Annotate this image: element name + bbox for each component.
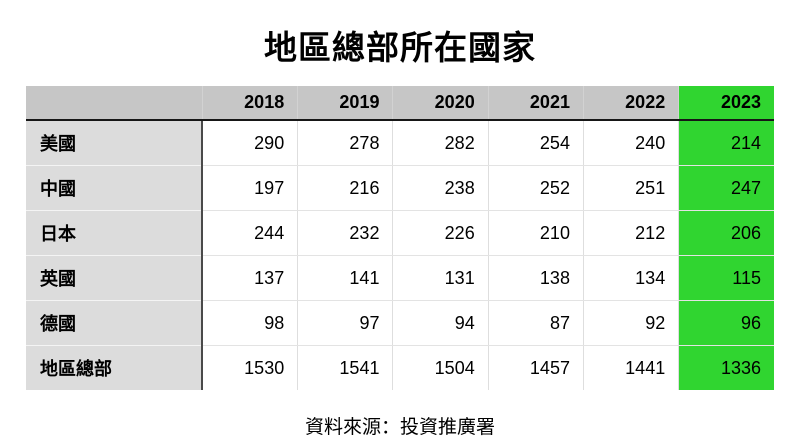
table-row: 地區總部 1530 1541 1504 1457 1441 1336 [26,345,774,390]
value-cell: 290 [201,120,298,166]
value-cell: 210 [487,210,584,256]
year-header-2019: 2019 [297,86,393,121]
value-cell: 92 [582,300,679,346]
value-cell: 97 [297,300,393,346]
row-label: 英國 [26,255,204,301]
value-cell: 197 [201,165,298,211]
value-cell: 1336 [678,345,774,390]
table-header-row: 2018 2019 2020 2021 2022 2023 [26,86,774,121]
value-cell: 131 [392,255,489,301]
value-cell: 232 [297,210,393,256]
row-label: 中國 [26,165,204,211]
value-cell: 282 [392,120,489,166]
value-cell: 252 [487,165,584,211]
row-label: 德國 [26,300,204,346]
table-row: 中國 197 216 238 252 251 247 [26,165,774,211]
value-cell: 94 [392,300,489,346]
value-cell: 212 [582,210,679,256]
year-header-2022: 2022 [582,86,679,121]
value-cell: 216 [297,165,393,211]
year-header-2020: 2020 [392,86,489,121]
table-body: 美國 290 278 282 254 240 214 中國 197 216 238 252 251 247… [26,120,774,390]
value-cell: 1541 [297,345,393,390]
value-cell: 254 [487,120,584,166]
value-cell: 238 [392,165,489,211]
table-row: 德國 98 97 94 87 92 96 [26,300,774,346]
value-cell: 137 [201,255,298,301]
value-cell: 141 [297,255,393,301]
value-cell: 134 [582,255,679,301]
table-row: 日本 244 232 226 210 212 206 [26,210,774,256]
value-cell: 247 [678,165,774,211]
value-cell: 244 [201,210,298,256]
value-cell: 87 [487,300,584,346]
value-cell: 115 [678,255,774,301]
row-label: 日本 [26,210,204,256]
row-label: 美國 [26,120,204,166]
source-note: 資料來源：投資推廣署 [304,417,495,438]
value-cell: 206 [678,210,774,256]
value-cell: 1504 [392,345,489,390]
row-label: 地區總部 [26,345,204,390]
table-head: 2018 2019 2020 2021 2022 2023 [26,86,774,121]
value-cell: 138 [487,255,584,301]
value-cell: 214 [678,120,774,166]
table-row: 英國 137 141 131 138 134 115 [26,255,774,301]
page-title: 地區總部所在國家 [264,29,536,66]
year-header-2023: 2023 [678,86,774,121]
value-cell: 226 [392,210,489,256]
value-cell: 240 [582,120,679,166]
value-cell: 278 [297,120,393,166]
value-cell: 1457 [487,345,584,390]
value-cell: 1530 [201,345,298,390]
value-cell: 251 [582,165,679,211]
slide: 地區總部所在國家 2018 2019 2020 2021 2022 2023 美國 290 2… [0,21,800,443]
table-row: 美國 290 278 282 254 240 214 [26,120,774,166]
corner-cell [26,86,203,121]
year-header-2018: 2018 [201,86,298,121]
value-cell: 98 [201,300,298,346]
regional-hq-table: 2018 2019 2020 2021 2022 2023 美國 290 278 282 254 2… [26,86,774,390]
value-cell: 96 [678,300,774,346]
value-cell: 1441 [582,345,679,390]
year-header-2021: 2021 [487,86,584,121]
